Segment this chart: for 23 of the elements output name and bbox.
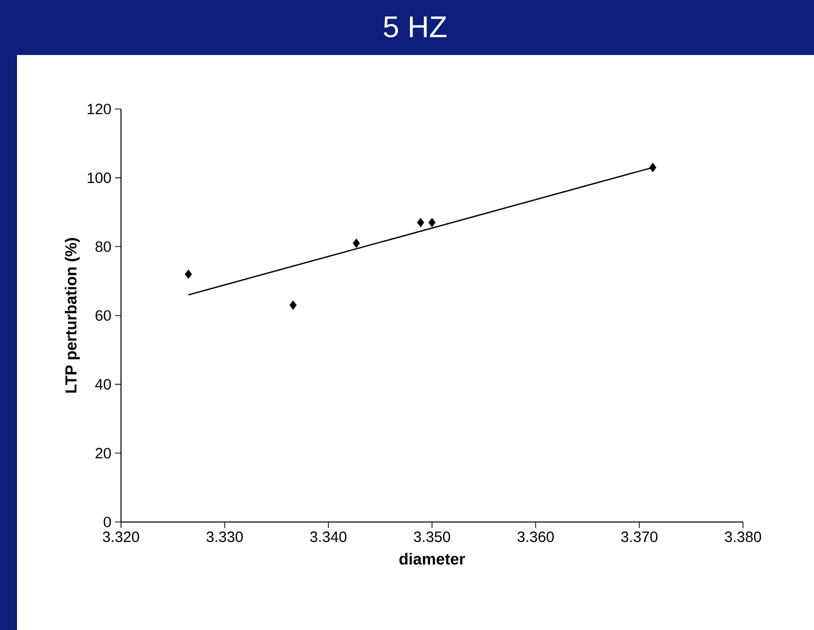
point xyxy=(649,162,656,172)
point xyxy=(417,218,424,228)
x-tick-label: 3.370 xyxy=(621,532,658,542)
x-tick-label: 3.380 xyxy=(724,532,762,542)
y-tick-label: 120 xyxy=(88,104,111,114)
y-tick-label: 60 xyxy=(96,310,111,321)
x-tick-label: 3.320 xyxy=(102,532,140,542)
point xyxy=(428,218,436,228)
x-tick-label: 3.330 xyxy=(206,532,243,542)
x-tick-label: 3.350 xyxy=(414,532,450,542)
y-tick-label: 20 xyxy=(96,448,111,458)
point xyxy=(184,269,192,279)
y-axis-title: LTP perturbation (%) xyxy=(64,238,80,393)
x-axis-title: diameter xyxy=(399,552,465,565)
point xyxy=(352,238,360,248)
y-tick-label: 0 xyxy=(104,516,111,528)
x-tick-label: 3.340 xyxy=(310,532,346,542)
chart-title: 5 HZ xyxy=(384,16,446,38)
x-tick-label: 3.360 xyxy=(518,532,554,542)
y-tick-label: 40 xyxy=(95,379,111,390)
point xyxy=(290,300,297,310)
y-tick-label: 100 xyxy=(88,172,111,184)
y-tick-label: 80 xyxy=(96,241,111,252)
